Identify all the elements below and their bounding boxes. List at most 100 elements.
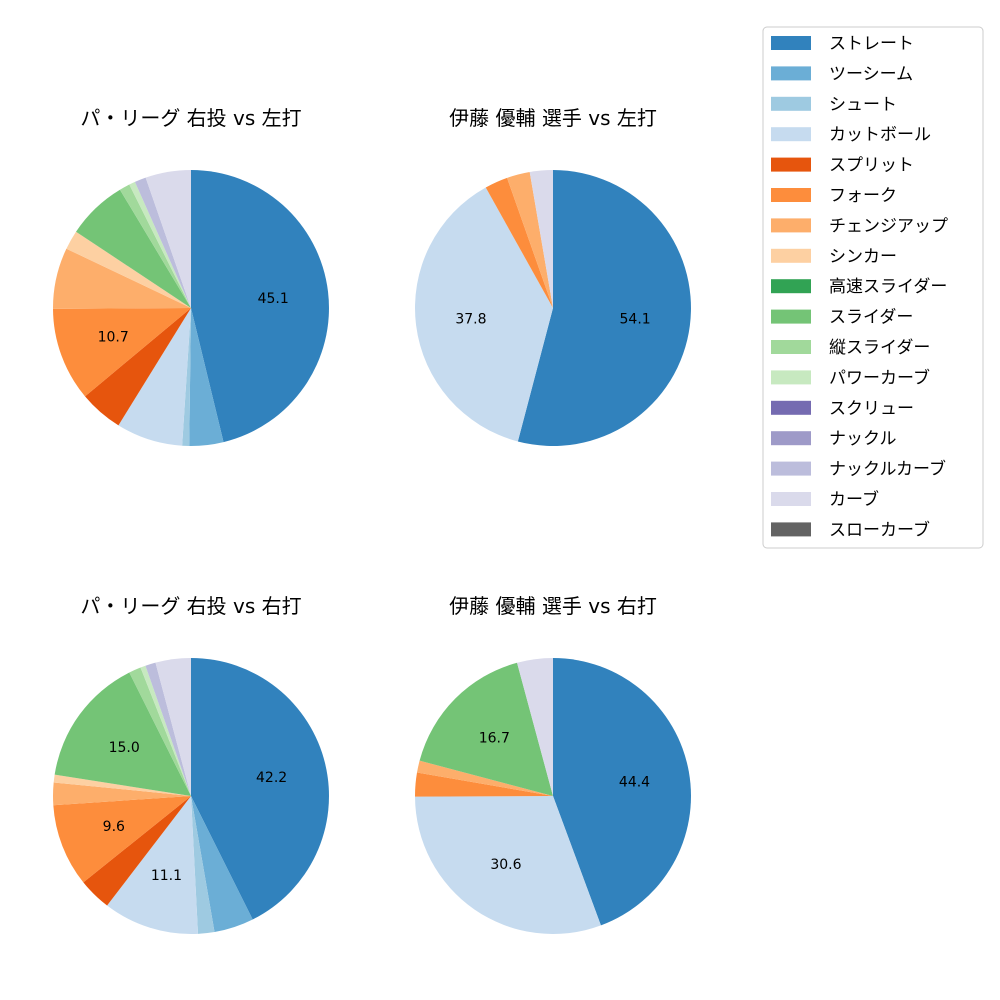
pie-slice xyxy=(419,662,553,796)
slice-value-label: 37.8 xyxy=(455,311,486,327)
legend-swatch xyxy=(771,340,811,354)
pie-slice xyxy=(129,181,191,308)
legend-item: シュート xyxy=(771,95,897,115)
legend-label: スローカーブ xyxy=(829,519,930,540)
legend-label: ツーシーム xyxy=(829,64,913,84)
pie-slice xyxy=(54,672,191,796)
legend-label: パワーカーブ xyxy=(829,367,930,388)
pie-chart-3: パ・リーグ 右投 vs 右打 42.2 11.1 9.6 15.0 xyxy=(53,594,329,934)
pie-slice xyxy=(118,308,191,446)
legend-label: スライダー xyxy=(829,308,913,328)
pie-slice xyxy=(189,308,224,447)
legend-swatch xyxy=(771,431,811,446)
legend-label: 高速スライダー xyxy=(829,277,947,297)
pie-slice xyxy=(134,177,191,308)
pie-slice xyxy=(140,665,191,796)
legend-item: ツーシーム xyxy=(771,64,913,84)
legend-item: 高速スライダー xyxy=(771,277,947,297)
pie-slice xyxy=(182,308,191,446)
pie-slice xyxy=(507,171,553,308)
slice-value-label: 45.1 xyxy=(258,291,289,307)
chart-title: パ・リーグ 右投 vs 右打 xyxy=(80,594,301,618)
legend-item: スローカーブ xyxy=(771,519,930,540)
legend-label: 縦スライダー xyxy=(829,338,930,358)
pie-slice xyxy=(414,187,553,442)
legend-swatch xyxy=(771,492,811,506)
slice-value-label: 16.7 xyxy=(479,731,510,747)
legend-swatch xyxy=(771,36,811,50)
pie-chart-4: 伊藤 優輔 選手 vs 右打 44.4 30.6 16.7 xyxy=(414,594,691,934)
legend-item: スクリュー xyxy=(771,399,914,419)
pie-slice xyxy=(53,782,191,806)
legend-item: カットボール xyxy=(771,125,931,145)
legend-item: スライダー xyxy=(771,308,913,328)
legend-label: ストレート xyxy=(829,34,914,54)
chart-title: 伊藤 優輔 選手 vs 右打 xyxy=(449,594,657,618)
legend-label: シンカー xyxy=(829,247,897,267)
legend-label: カーブ xyxy=(829,489,879,510)
pie-slice xyxy=(191,170,329,443)
pie-slice xyxy=(517,658,553,796)
legend-item: シンカー xyxy=(771,247,897,267)
pie-slice xyxy=(191,796,215,934)
legend-swatch xyxy=(771,279,811,294)
slice-value-label: 9.6 xyxy=(103,819,125,835)
pie-slice xyxy=(145,170,191,308)
pie-chart-2: 伊藤 優輔 選手 vs 左打 54.1 37.8 xyxy=(414,106,691,446)
pie-slice xyxy=(417,760,553,796)
pie-slice xyxy=(85,308,191,426)
legend-label: シュート xyxy=(829,95,897,115)
slice-value-label: 10.7 xyxy=(98,330,129,346)
legend-label: スプリット xyxy=(829,156,914,176)
legend-item: フォーク xyxy=(771,186,897,206)
legend-label: カットボール xyxy=(829,125,931,145)
slice-value-label: 30.6 xyxy=(490,857,521,873)
pie-slice xyxy=(191,796,253,932)
legend: ストレートツーシームシュートカットボールスプリットフォークチェンジアップシンカー… xyxy=(762,26,984,549)
legend-label: チェンジアップ xyxy=(829,216,948,236)
pie-slice xyxy=(107,796,198,934)
pie-slice xyxy=(83,796,191,906)
chart-title: パ・リーグ 右投 vs 左打 xyxy=(80,106,301,130)
legend-swatch xyxy=(771,400,811,415)
pie-slice xyxy=(553,658,691,926)
pie-slice xyxy=(129,667,191,796)
pie-slice xyxy=(53,796,192,883)
legend-swatch xyxy=(771,188,811,202)
legend-item: チェンジアップ xyxy=(771,216,948,236)
legend-swatch xyxy=(771,127,811,142)
slice-value-label: 54.1 xyxy=(620,312,651,328)
chart-title: 伊藤 優輔 選手 vs 左打 xyxy=(449,106,657,130)
legend-label: スクリュー xyxy=(829,399,914,419)
slice-value-label: 44.4 xyxy=(619,774,650,790)
legend-swatch xyxy=(771,522,811,537)
pie-slice xyxy=(529,170,553,308)
pie-slice xyxy=(485,177,553,308)
pie-slice xyxy=(415,796,601,934)
legend-swatch xyxy=(771,218,811,233)
legend-label: フォーク xyxy=(829,186,897,206)
legend-frame xyxy=(762,26,984,549)
legend-label: ナックル xyxy=(829,429,897,449)
legend-swatch xyxy=(771,309,811,324)
pie-slice xyxy=(414,772,553,797)
slice-value-label: 11.1 xyxy=(151,868,182,884)
pie-slice xyxy=(517,170,691,446)
legend-item: パワーカーブ xyxy=(771,367,930,388)
legend-swatch xyxy=(771,461,811,476)
legend-item: カーブ xyxy=(771,489,879,510)
pie-slice xyxy=(155,658,191,796)
pie-slice xyxy=(53,774,191,796)
pie-slice xyxy=(191,658,329,920)
legend-item: ストレート xyxy=(771,34,914,54)
legend-item: 縦スライダー xyxy=(771,338,930,358)
pie-charts-group: パ・リーグ 右投 vs 左打 45.1 10.7 伊藤 優輔 選手 vs 左打 54.1… xyxy=(52,106,691,934)
slice-value-label: 15.0 xyxy=(109,740,140,756)
legend-swatch xyxy=(771,157,811,172)
pie-chart-1: パ・リーグ 右投 vs 左打 45.1 10.7 xyxy=(52,106,329,447)
legend-item: スプリット xyxy=(771,156,914,176)
slice-value-label: 42.2 xyxy=(256,770,287,786)
legend-item: ナックルカーブ xyxy=(771,459,946,480)
pie-slice xyxy=(53,308,191,397)
